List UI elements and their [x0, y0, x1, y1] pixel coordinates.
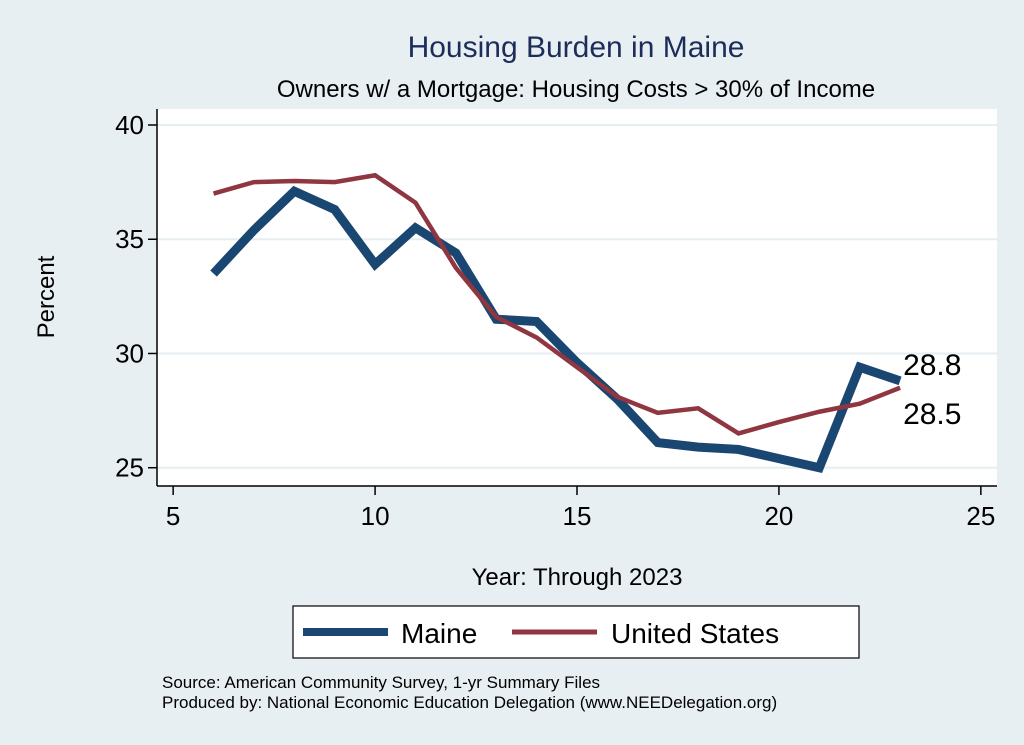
end-labels: 28.8 28.5	[903, 349, 961, 431]
y-tick-label: 30	[115, 338, 144, 368]
y-tick-label: 35	[115, 224, 144, 254]
legend-label-united-states: United States	[611, 618, 779, 649]
legend-label-maine: Maine	[401, 618, 477, 649]
y-axis-ticks: 25 30 35 40	[115, 110, 157, 483]
x-tick-label: 25	[966, 501, 995, 531]
y-tick-label: 40	[115, 110, 144, 140]
series-layer	[210, 172, 902, 473]
gridlines	[157, 123, 997, 469]
chart-subtitle: Owners w/ a Mortgage: Housing Costs > 30…	[277, 76, 875, 103]
end-label-maine: 28.8	[903, 349, 961, 382]
x-tick-label: 20	[764, 501, 793, 531]
chart-title: Housing Burden in Maine	[408, 31, 745, 64]
x-axis-ticks: 5 10 15 20 25	[166, 486, 995, 531]
series-line-united-states	[212, 172, 901, 436]
end-label-united-states: 28.5	[903, 398, 961, 431]
y-tick-label: 25	[115, 453, 144, 483]
plot-area	[157, 109, 997, 486]
x-tick-label: 10	[361, 501, 390, 531]
x-tick-label: 5	[166, 501, 180, 531]
x-axis-title: Year: Through 2023	[472, 564, 683, 591]
y-axis-title: Percent	[33, 255, 60, 338]
legend: Maine United States	[292, 605, 860, 659]
producer-note: Produced by: National Economic Education…	[162, 693, 777, 712]
series-line-maine	[210, 185, 902, 473]
source-note: Source: American Community Survey, 1-yr …	[162, 673, 600, 692]
x-tick-label: 15	[563, 501, 592, 531]
